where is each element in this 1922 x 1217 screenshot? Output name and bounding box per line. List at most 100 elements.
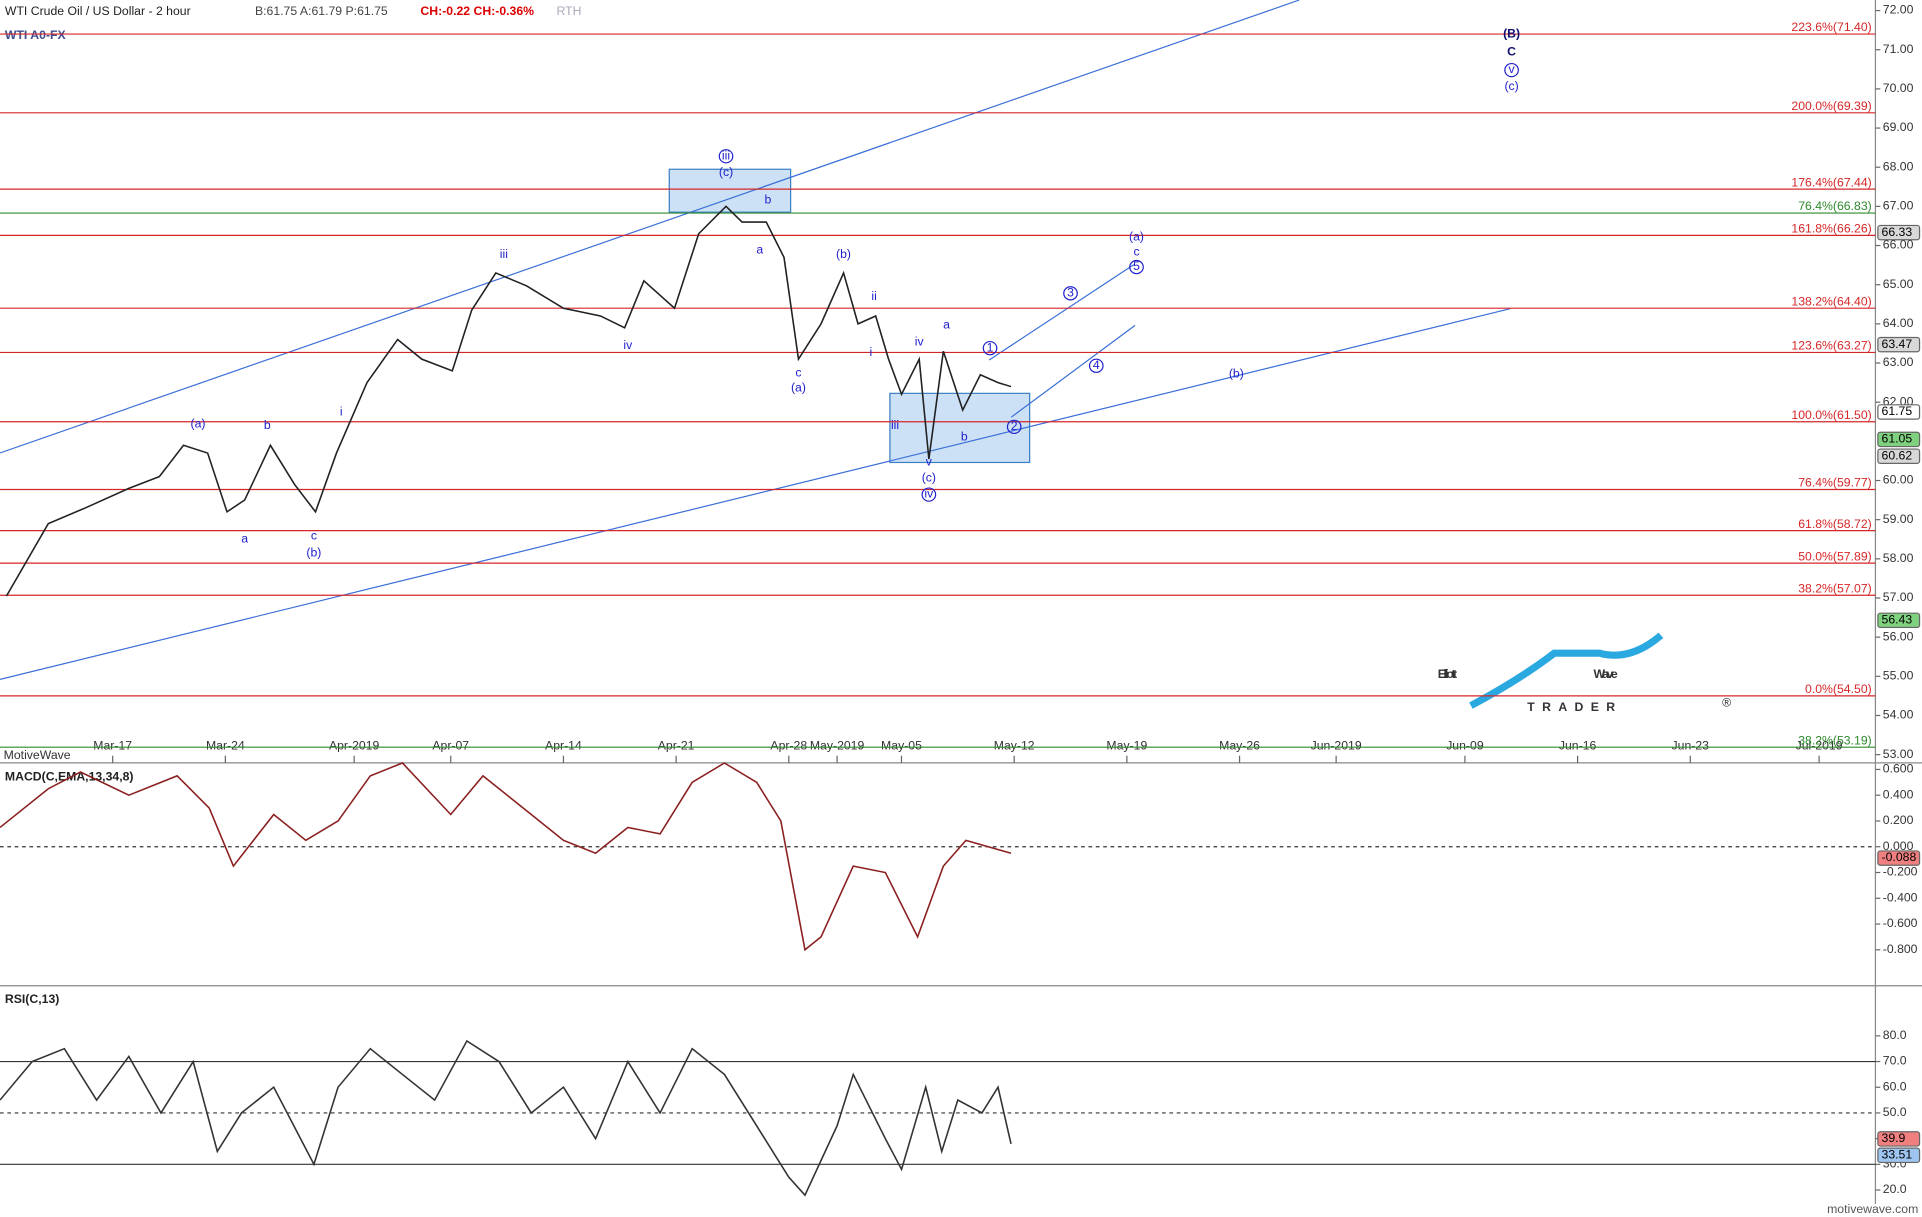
x-tick-label: May-2019 — [810, 738, 865, 752]
session: RTH — [556, 4, 581, 18]
wave-label: c — [311, 529, 317, 543]
x-tick-label: Apr-21 — [658, 738, 695, 752]
y-tick-label: 57.00 — [1883, 590, 1914, 604]
x-tick-label: Apr-2019 — [329, 738, 380, 752]
wave-label: a — [756, 243, 763, 257]
fib-label: 138.2%(64.40) — [1791, 295, 1871, 309]
logo-text: TRADER — [1527, 700, 1622, 714]
x-tick-label: Apr-07 — [432, 738, 469, 752]
wave-circle — [718, 149, 734, 164]
fib-label: 100.0%(61.50) — [1791, 408, 1871, 422]
x-tick-label: Jun-09 — [1446, 738, 1484, 752]
y-tick-label: 50.0 — [1883, 1105, 1907, 1119]
y-tick-label: 54.00 — [1883, 708, 1914, 722]
price-tag — [1877, 404, 1921, 420]
wave-label: iii — [722, 149, 730, 163]
quote: B:61.75 A:61.79 P:61.75 — [255, 4, 388, 18]
x-tick-label: May-12 — [994, 738, 1035, 752]
wave-label: (c) — [719, 165, 733, 179]
wave-label: (b) — [836, 247, 851, 261]
wave-label: (a) — [791, 381, 806, 395]
price-tag — [1877, 850, 1921, 866]
fib-label: 38.2%(57.07) — [1798, 582, 1872, 596]
y-tick-label: 80.0 — [1883, 1028, 1907, 1042]
source: MotiveWave — [4, 748, 71, 762]
price-tag-label: 33.51 — [1882, 1148, 1913, 1162]
wave-label: 2 — [1011, 419, 1018, 433]
wave-label: i — [870, 345, 873, 359]
wave-circle — [1006, 419, 1022, 435]
wave-label: (c) — [1504, 79, 1518, 93]
fib-label: 0.0%(54.50) — [1805, 682, 1872, 696]
x-tick-label: May-26 — [1219, 738, 1260, 752]
x-tick-label: Jun-23 — [1672, 738, 1710, 752]
logo-swoosh — [1469, 632, 1664, 709]
price-line — [0, 762, 1012, 952]
fib-label: 161.8%(66.26) — [1791, 222, 1871, 236]
y-tick-label: 60.0 — [1883, 1080, 1907, 1094]
wave-label: v — [926, 455, 932, 469]
wave-label: 1 — [987, 340, 994, 354]
wave-label: C — [1507, 45, 1516, 59]
y-tick-label: -0.800 — [1883, 942, 1918, 956]
wave-label: (c) — [922, 470, 936, 484]
wave-circle — [1088, 358, 1104, 373]
fib-label: 38.2%(53.19) — [1798, 734, 1872, 748]
fib-label: 176.4%(67.44) — [1791, 175, 1871, 189]
price-tag-label: 60.62 — [1882, 449, 1913, 463]
wave-label: c — [795, 366, 801, 380]
fib-label: 61.8%(58.72) — [1798, 517, 1872, 531]
x-tick-label: Apr-28 — [770, 738, 807, 752]
y-tick-label: 0.600 — [1883, 762, 1914, 776]
price-tag — [1877, 612, 1921, 629]
wave-label: 3 — [1067, 286, 1074, 300]
trend-line — [1010, 324, 1136, 418]
wave-label: (a) — [1129, 230, 1144, 244]
wave-label: iv — [924, 487, 933, 501]
x-tick-label: Jul-2019 — [1796, 738, 1843, 752]
y-tick-label: 70.00 — [1883, 81, 1914, 95]
logo-mark: ® — [1722, 696, 1731, 710]
y-tick-label: 53.00 — [1883, 747, 1914, 761]
y-tick-label: 70.0 — [1883, 1054, 1907, 1068]
price-tag — [1877, 431, 1921, 448]
wave-label: ii — [871, 289, 876, 303]
price-tag-label: 63.47 — [1882, 337, 1913, 351]
logo-text: Wave — [1593, 667, 1617, 681]
wave-box — [668, 168, 792, 213]
wave-circle — [1063, 286, 1078, 301]
wave-label: iii — [500, 247, 508, 261]
fib-label: 76.4%(66.83) — [1798, 199, 1872, 213]
change: CH:-0.22 CH:-0.36% — [420, 4, 534, 18]
x-tick-label: May-19 — [1106, 738, 1147, 752]
trend-line — [988, 264, 1135, 361]
y-tick-label: 0.400 — [1883, 787, 1914, 801]
y-tick-label: 55.00 — [1883, 669, 1914, 683]
watermark: motivewave.com — [1827, 1202, 1918, 1216]
wave-label: v — [1509, 62, 1515, 76]
price-tag-label: 39.9 — [1882, 1131, 1906, 1145]
price-tag-label: 61.05 — [1882, 432, 1913, 446]
wave-label: (a) — [191, 417, 206, 431]
wave-label: 5 — [1133, 259, 1140, 273]
wave-label: iv — [623, 338, 632, 352]
fib-label: 200.0%(69.39) — [1791, 99, 1871, 113]
y-tick-label: 65.00 — [1883, 277, 1914, 291]
wave-label: b — [764, 192, 771, 206]
x-tick-label: Apr-14 — [545, 738, 582, 752]
fib-label: 123.6%(63.27) — [1791, 339, 1871, 353]
y-tick-label: -0.200 — [1883, 865, 1918, 879]
y-tick-label: 69.00 — [1883, 120, 1914, 134]
wave-box — [889, 392, 1031, 464]
x-tick-label: May-05 — [881, 738, 922, 752]
price-tag-label: 66.33 — [1882, 225, 1913, 239]
wave-label: (b) — [306, 546, 321, 560]
trend-line — [0, 308, 1511, 680]
symbol: WTI A0-FX — [5, 28, 66, 42]
panel-title: MACD(C,EMA,13,34,8) — [5, 769, 134, 783]
y-tick-label: -0.400 — [1883, 891, 1918, 905]
wave-circle — [1129, 259, 1144, 275]
y-tick-label: 66.00 — [1883, 238, 1914, 252]
